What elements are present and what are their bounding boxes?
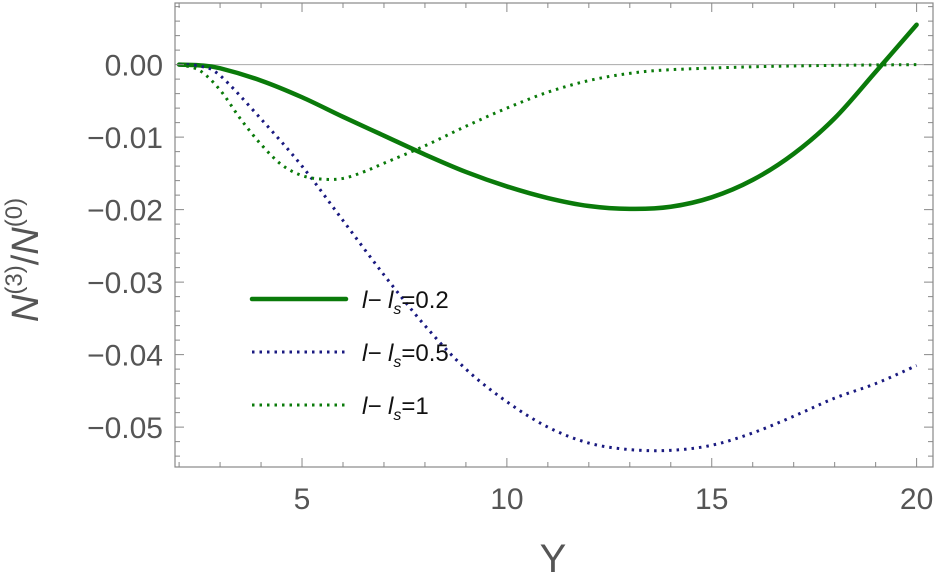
y-tick-label: −0.03 <box>87 267 163 300</box>
y-tick-label: −0.02 <box>87 195 163 228</box>
y-title-slash: / <box>5 254 47 265</box>
y-title-den-sup: (0) <box>1 198 28 227</box>
x-tick-label: 20 <box>900 483 933 516</box>
series-line-2 <box>178 63 918 453</box>
x-tick-label: 15 <box>695 483 728 516</box>
y-tick-label: −0.05 <box>87 412 163 445</box>
y-title-base: N <box>5 294 47 322</box>
plot-area-border <box>174 2 934 468</box>
series-layer <box>176 22 919 453</box>
x-tick-label: 5 <box>294 483 311 516</box>
legend-label: l− ls=0.5 <box>362 340 449 371</box>
legend-label: l− ls=1 <box>362 393 429 424</box>
series-line-3 <box>178 63 917 181</box>
legend-entry-2: l− ls=0.5 <box>252 340 449 371</box>
legend-entry-3: l− ls=1 <box>252 393 429 424</box>
legend-entry-1: l− ls=0.2 <box>249 287 449 318</box>
x-axis-title: Y <box>540 537 567 581</box>
y-title-num-sup: (3) <box>1 265 28 294</box>
tick-layer: 5 10 15 20 0.00 −0.01 −0.02 −0.03 −0.04 −0.05 <box>87 3 933 516</box>
legend-label: l− ls=0.2 <box>362 287 449 318</box>
svg-text:N(3)/N(0): N(3)/N(0) <box>1 198 47 322</box>
y-axis-title: N(3)/N(0) <box>1 198 47 322</box>
x-tick-label: 10 <box>490 483 523 516</box>
y-title-den-base: N <box>5 227 47 255</box>
legend: l− ls=0.2 l− ls=0.5 l− ls=1 <box>249 287 449 424</box>
y-tick-label: 0.00 <box>105 50 163 83</box>
y-tick-label: −0.04 <box>87 340 163 373</box>
y-tick-label: −0.01 <box>87 122 163 155</box>
plot-frame <box>174 2 934 468</box>
series-line-1 <box>176 22 919 212</box>
